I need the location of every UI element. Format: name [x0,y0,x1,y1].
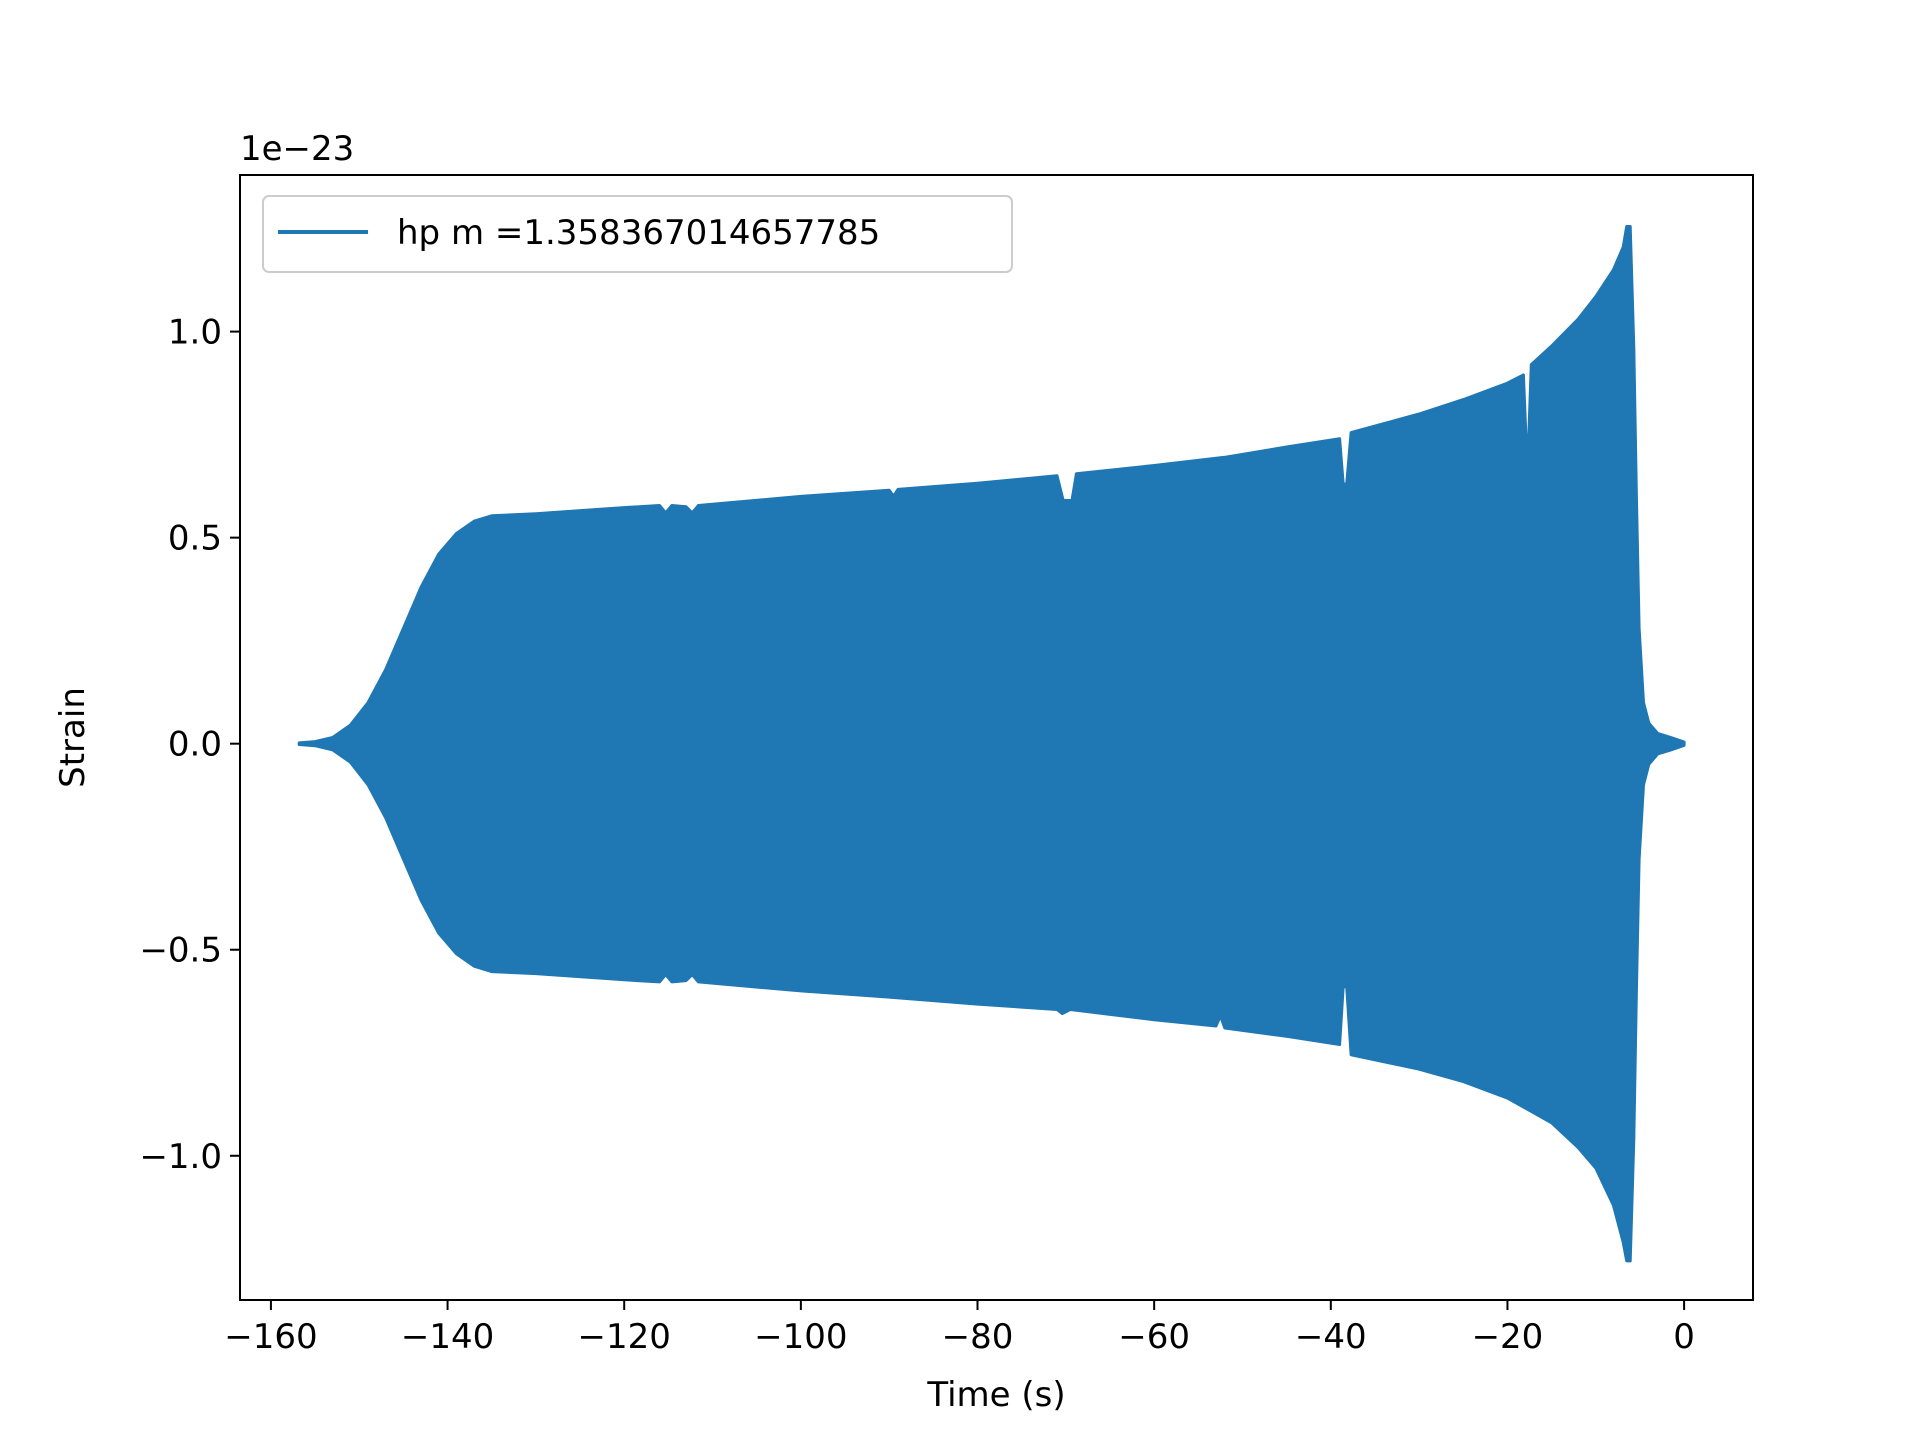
x-tick-label: −40 [1295,1317,1367,1357]
y-axis: −1.0 −0.5 0.0 0.5 1.0 [139,313,240,1177]
x-axis: −160 −140 −120 −100 −80 −60 −40 −20 0 [224,1300,1695,1357]
y-tick-label: 0.5 [168,519,222,559]
axes-frame [239,174,1754,1301]
legend: hp m =1.358367014657785 [262,195,1013,273]
y-tick-label: −1.0 [139,1137,222,1177]
x-tick-label: 0 [1673,1317,1695,1357]
y-tick-label: −0.5 [139,931,222,971]
y-tick-label: 0.0 [168,725,222,765]
x-tick-label: −20 [1472,1317,1544,1357]
y-axis-scale-label: 1e−23 [240,129,354,169]
x-tick-label: −60 [1118,1317,1190,1357]
x-tick-label: −120 [578,1317,671,1357]
plot-area [297,225,1686,1263]
x-tick-label: −80 [942,1317,1014,1357]
x-tick-label: −100 [754,1317,847,1357]
x-axis-label: Time (s) [926,1375,1065,1415]
x-tick-label: −160 [224,1317,317,1357]
y-tick-label: 1.0 [168,313,222,353]
series-waveform-hp [297,225,1686,1263]
legend-box [262,195,1013,273]
legend-entry-label: hp m =1.358367014657785 [397,213,880,253]
y-axis-label: Strain [53,687,93,788]
x-tick-label: −140 [401,1317,494,1357]
